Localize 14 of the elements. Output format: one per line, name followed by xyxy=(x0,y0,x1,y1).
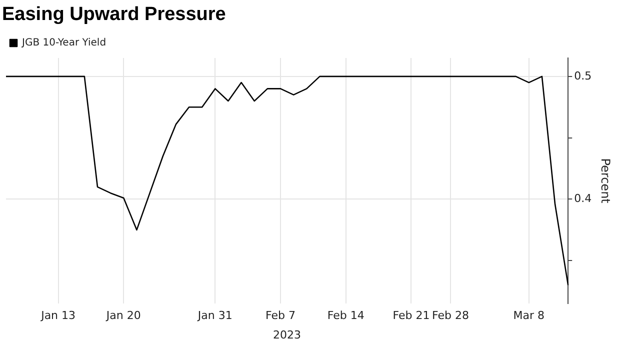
legend-label: JGB 10-Year Yield xyxy=(21,38,106,49)
x-tick-label: Feb 21 xyxy=(392,309,430,322)
x-tick-label: Feb 28 xyxy=(432,309,469,322)
x-tick-label: Jan 20 xyxy=(105,309,141,322)
x-axis-title: 2023 xyxy=(273,328,302,342)
x-tick-label: Feb 14 xyxy=(327,309,364,322)
x-tick-label: Feb 7 xyxy=(266,309,296,322)
y-tick-label: 0.4 xyxy=(574,192,592,206)
chart-title: Easing Upward Pressure xyxy=(2,4,227,27)
x-tick-label: Mar 8 xyxy=(513,309,545,322)
x-tick-label: Jan 31 xyxy=(196,309,232,322)
x-tick-label: Jan 13 xyxy=(40,309,76,322)
y-axis-title: Percent xyxy=(598,158,613,204)
y-tick-label: 0.5 xyxy=(574,69,592,82)
